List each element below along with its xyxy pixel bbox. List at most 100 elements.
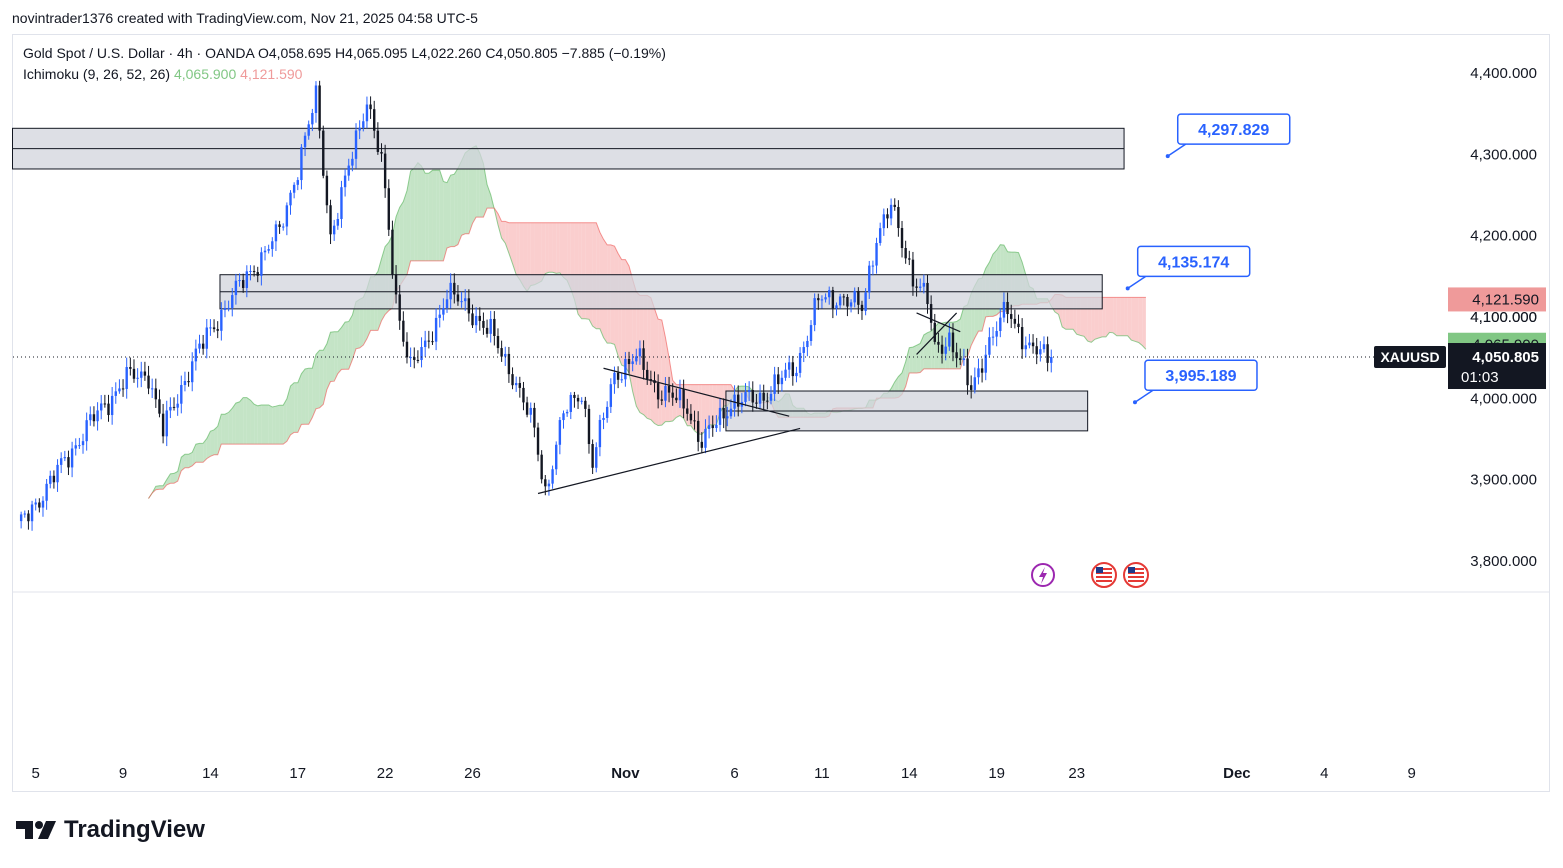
- y-tick-label: 3,800.000: [1470, 553, 1537, 570]
- candle-body: [347, 165, 350, 176]
- candle-body: [831, 290, 835, 309]
- candle-body: [442, 308, 445, 315]
- cloud-segment: [927, 331, 932, 369]
- candle-body: [929, 304, 933, 323]
- cloud-segment: [443, 181, 448, 261]
- candle-body: [256, 272, 259, 276]
- cloud-segment: [403, 190, 407, 281]
- cloud-segment: [356, 299, 360, 349]
- candle-body: [467, 298, 471, 314]
- candle-body: [696, 420, 700, 442]
- cloud-segment: [1127, 297, 1132, 341]
- x-tick-label: 14: [202, 765, 219, 782]
- candle-body: [70, 448, 74, 468]
- candle-body: [41, 500, 45, 508]
- candle-body: [602, 417, 605, 420]
- candle-body: [358, 127, 361, 131]
- cloud-segment: [516, 222, 520, 280]
- cloud-segment: [232, 403, 236, 445]
- cloud-segment: [1134, 297, 1139, 343]
- candle-body: [194, 348, 198, 362]
- cloud-segment: [548, 222, 553, 273]
- candle-body: [398, 294, 401, 321]
- x-tick-label: 6: [730, 765, 738, 782]
- candle-body: [431, 341, 434, 343]
- candle-body: [631, 361, 634, 365]
- cloud-segment: [192, 444, 196, 466]
- candle-body: [959, 358, 962, 361]
- chart-frame[interactable]: [12, 34, 1550, 792]
- candle-body: [1006, 301, 1009, 315]
- low-value: L4,022.260: [411, 45, 482, 61]
- candle-body: [948, 332, 951, 347]
- candle-body: [445, 299, 449, 309]
- candle-body: [1024, 345, 1027, 350]
- candle-body: [857, 290, 860, 305]
- x-tick-label: 4: [1320, 765, 1328, 782]
- candle-body: [791, 362, 795, 377]
- candle-body: [988, 337, 991, 355]
- trendline: [916, 312, 961, 333]
- candle-body: [209, 327, 212, 329]
- candle-body: [707, 425, 711, 429]
- cloud-segment: [1120, 297, 1125, 336]
- candle-body: [307, 124, 310, 136]
- tradingview-logo[interactable]: TradingView: [16, 816, 205, 844]
- candle-body: [96, 410, 99, 422]
- candle-body: [693, 420, 696, 422]
- candle-body: [154, 388, 158, 400]
- candle-body: [136, 377, 139, 379]
- candle-body: [59, 458, 63, 465]
- candle-body: [828, 290, 831, 298]
- cloud-segment: [425, 173, 429, 261]
- cloud-segment: [337, 327, 342, 374]
- candle-body: [187, 381, 190, 383]
- candle-body: [598, 419, 602, 448]
- candle-body: [860, 304, 864, 311]
- candle-body: [624, 359, 627, 380]
- axes: 4,400.000 4,300.000 4,200.000 4,100.000 4,00…: [13, 65, 1549, 782]
- candle-body: [940, 344, 944, 354]
- candle-body: [373, 109, 376, 131]
- candle-body: [423, 340, 427, 348]
- candle-body: [806, 340, 809, 348]
- candle-body: [638, 348, 642, 357]
- candle-body: [180, 385, 183, 404]
- candle-body: [868, 265, 871, 293]
- cloud-segment: [301, 369, 306, 425]
- cloud-segment: [436, 170, 440, 261]
- cloud-segment: [909, 347, 913, 373]
- cloud-segment: [345, 321, 349, 370]
- candle-body: [292, 184, 296, 193]
- cloud-segment: [348, 315, 353, 370]
- callout-pointer: [1134, 389, 1154, 403]
- indicator-name[interactable]: Ichimoku (9, 26, 52, 26): [23, 66, 171, 82]
- cloud-segment: [454, 168, 458, 247]
- cloud-segment: [567, 222, 571, 290]
- candle-body: [999, 317, 1002, 331]
- candle-body: [518, 383, 522, 388]
- ichimoku-span-b-value: 4,121.590: [240, 66, 303, 82]
- candle-body: [274, 224, 278, 242]
- cloud-segment: [1142, 297, 1146, 350]
- candle-body: [201, 343, 205, 349]
- candle-body: [842, 296, 845, 298]
- candle-body: [540, 454, 543, 480]
- candle-body: [547, 483, 551, 487]
- candle-body: [1028, 342, 1031, 346]
- flag-stripe: [1096, 576, 1112, 578]
- candle-body: [871, 265, 875, 267]
- cloud-segment: [541, 222, 546, 281]
- candle-body: [627, 359, 631, 365]
- candle-body: [493, 318, 496, 336]
- candle-body: [933, 322, 936, 342]
- callout-label: 4,135.174: [1158, 254, 1229, 271]
- trendlines: [537, 312, 961, 495]
- bar-countdown: 01:03: [1461, 369, 1499, 386]
- candle-body: [919, 286, 922, 288]
- candle-body: [260, 252, 263, 276]
- candle-body: [576, 397, 580, 402]
- candle-body: [478, 315, 481, 321]
- candle-body: [413, 357, 416, 360]
